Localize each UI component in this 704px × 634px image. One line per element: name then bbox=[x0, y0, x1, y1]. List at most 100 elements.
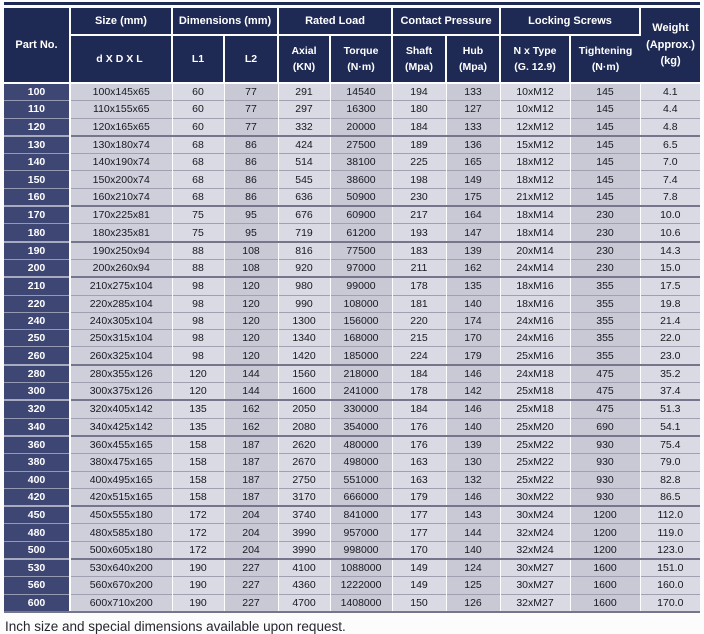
cell-n-x-type: 25xM22 bbox=[500, 434, 571, 454]
cell-size: 210x275x104 bbox=[70, 276, 173, 296]
table-row: 420 420x515x165 158 187 3170 666000 179 146 30xM… bbox=[4, 487, 701, 507]
header-tightening: Tightening (N·m) bbox=[570, 35, 641, 84]
cell-part-no: 500 bbox=[4, 540, 71, 560]
cell-tightening: 355 bbox=[570, 276, 641, 296]
cell-l2: 120 bbox=[224, 276, 279, 296]
cell-n-x-type: 25xM18 bbox=[500, 399, 571, 419]
cell-hub: 149 bbox=[446, 170, 501, 189]
cell-shaft: 184 bbox=[392, 117, 447, 136]
cell-hub: 164 bbox=[446, 205, 501, 224]
table-row: 400 400x495x165 158 187 2750 551000 163 132 25xM… bbox=[4, 470, 701, 489]
cell-shaft: 180 bbox=[392, 100, 447, 119]
cell-l1: 68 bbox=[172, 134, 225, 154]
cell-axial: 1600 bbox=[278, 382, 331, 401]
cell-tightening: 690 bbox=[570, 417, 641, 436]
cell-torque: 156000 bbox=[330, 311, 393, 330]
cell-shaft: 178 bbox=[392, 382, 447, 401]
cell-l1: 98 bbox=[172, 294, 225, 313]
cell-size: 500x605x180 bbox=[70, 540, 173, 560]
cell-axial: 3990 bbox=[278, 540, 331, 560]
cell-weight: 123.0 bbox=[640, 540, 701, 560]
cell-weight: 4.4 bbox=[640, 100, 701, 119]
cell-axial: 719 bbox=[278, 223, 331, 242]
cell-shaft: 211 bbox=[392, 258, 447, 278]
cell-l1: 68 bbox=[172, 153, 225, 171]
cell-n-x-type: 32xM24 bbox=[500, 523, 571, 542]
cell-l2: 108 bbox=[224, 258, 279, 278]
cell-l2: 120 bbox=[224, 329, 279, 347]
cell-tightening: 145 bbox=[570, 170, 641, 189]
cell-n-x-type: 18xM16 bbox=[500, 276, 571, 296]
cell-hub: 146 bbox=[446, 487, 501, 507]
table-row: 170 170x225x81 75 95 676 60900 217 164 18xM14 230… bbox=[4, 205, 701, 224]
cell-tightening: 145 bbox=[570, 187, 641, 207]
cell-hub: 175 bbox=[446, 187, 501, 207]
header-l1: L1 bbox=[172, 35, 225, 84]
cell-n-x-type: 12xM12 bbox=[500, 117, 571, 136]
cell-n-x-type: 10xM12 bbox=[500, 100, 571, 119]
cell-l1: 158 bbox=[172, 453, 225, 472]
cell-l2: 95 bbox=[224, 223, 279, 242]
cell-size: 120x165x65 bbox=[70, 117, 173, 136]
cell-size: 340x425x142 bbox=[70, 417, 173, 436]
cell-torque: 841000 bbox=[330, 505, 393, 524]
header-n-x-type: N x Type (G. 12.9) bbox=[500, 35, 572, 84]
cell-l2: 77 bbox=[224, 100, 279, 119]
cell-hub: 126 bbox=[446, 593, 501, 613]
table-row: 380 380x475x165 158 187 2670 498000 163 130 25xM… bbox=[4, 453, 701, 472]
cell-size: 560x670x200 bbox=[70, 576, 173, 595]
cell-hub: 133 bbox=[446, 117, 501, 136]
cell-size: 150x200x74 bbox=[70, 170, 173, 189]
cell-torque: 241000 bbox=[330, 382, 393, 401]
cell-shaft: 177 bbox=[392, 523, 447, 542]
cell-tightening: 355 bbox=[570, 329, 641, 347]
cell-part-no: 600 bbox=[4, 593, 71, 613]
cell-hub: 165 bbox=[446, 153, 501, 171]
cell-axial: 2620 bbox=[278, 434, 331, 454]
cell-shaft: 181 bbox=[392, 294, 447, 313]
cell-hub: 130 bbox=[446, 453, 501, 472]
cell-size: 160x210x74 bbox=[70, 187, 173, 207]
cell-hub: 146 bbox=[446, 363, 501, 383]
cell-size: 140x190x74 bbox=[70, 153, 173, 171]
cell-l1: 60 bbox=[172, 100, 225, 119]
cell-hub: 140 bbox=[446, 417, 501, 436]
cell-size: 600x710x200 bbox=[70, 593, 173, 613]
header-dimensions-group: Dimensions (mm) bbox=[172, 8, 280, 36]
cell-shaft: 183 bbox=[392, 240, 447, 260]
cell-shaft: 177 bbox=[392, 505, 447, 524]
cell-l1: 88 bbox=[172, 258, 225, 278]
table-row: 480 480x585x180 172 204 3990 957000 177 144 32xM… bbox=[4, 523, 701, 542]
cell-tightening: 475 bbox=[570, 382, 641, 401]
table-header: Part No. Size (mm) Dimensions (mm) Rated… bbox=[4, 8, 701, 84]
cell-n-x-type: 18xM14 bbox=[500, 223, 571, 242]
table-row: 120 120x165x65 60 77 332 20000 184 133 12xM12 145… bbox=[4, 117, 701, 136]
cell-axial: 4360 bbox=[278, 576, 331, 595]
cell-size: 420x515x165 bbox=[70, 487, 173, 507]
cell-size: 480x585x180 bbox=[70, 523, 173, 542]
cell-n-x-type: 25xM20 bbox=[500, 417, 571, 436]
header-part-no: Part No. bbox=[4, 8, 71, 84]
cell-hub: 139 bbox=[446, 240, 501, 260]
cell-l2: 120 bbox=[224, 311, 279, 330]
cell-weight: 35.2 bbox=[640, 363, 701, 383]
cell-l2: 77 bbox=[224, 117, 279, 136]
table-row: 360 360x455x165 158 187 2620 480000 176 139 25xM… bbox=[4, 434, 701, 454]
cell-shaft: 230 bbox=[392, 187, 447, 207]
table-row: 280 280x355x126 120 144 1560 218000 184 146 24xM… bbox=[4, 363, 701, 383]
table-row: 560 560x670x200 190 227 4360 1222000 149 125 30x… bbox=[4, 576, 701, 595]
cell-shaft: 163 bbox=[392, 453, 447, 472]
table-row: 300 300x375x126 120 144 1600 241000 178 142 25xM… bbox=[4, 382, 701, 401]
cell-part-no: 150 bbox=[4, 170, 71, 189]
cell-part-no: 210 bbox=[4, 276, 71, 296]
cell-axial: 424 bbox=[278, 134, 331, 154]
cell-n-x-type: 25xM18 bbox=[500, 382, 571, 401]
table-row: 530 530x640x200 190 227 4100 1088000 149 124 30x… bbox=[4, 558, 701, 577]
cell-l2: 187 bbox=[224, 470, 279, 489]
cell-size: 200x260x94 bbox=[70, 258, 173, 278]
cell-l1: 98 bbox=[172, 276, 225, 296]
cell-tightening: 355 bbox=[570, 294, 641, 313]
cell-part-no: 120 bbox=[4, 117, 71, 136]
cell-part-no: 280 bbox=[4, 363, 71, 383]
